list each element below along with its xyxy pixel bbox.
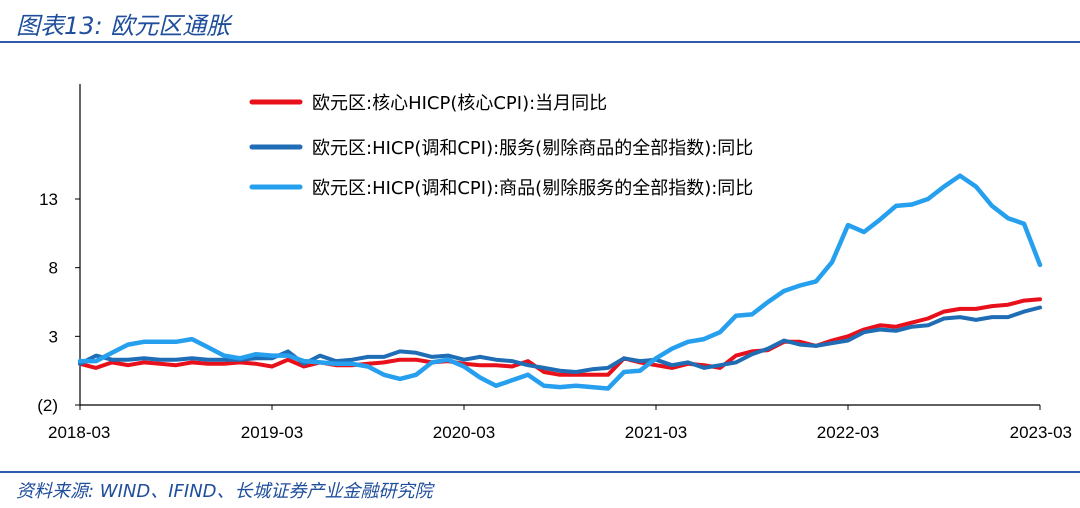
x-tick-label: 2023-03 [1010, 423, 1072, 442]
chart-figure-title: 图表13: 欧元区通胀 [16, 12, 231, 40]
legend-label-1: 欧元区:核心HICP(核心CPI):当月同比 [312, 93, 607, 114]
series-line-1 [78, 297, 1042, 377]
chart-header: 图表13: 欧元区通胀 [0, 0, 1080, 44]
y-tick-label: 8 [49, 259, 58, 278]
y-tick-label: 13 [39, 190, 58, 209]
header-rule [0, 41, 1080, 43]
y-tick-label: 3 [49, 327, 58, 346]
x-tick-label: 2020-03 [433, 423, 495, 442]
source-note: 资料来源: WIND、IFIND、长城证券产业金融研究院 [16, 481, 433, 502]
x-tick-label: 2022-03 [817, 423, 879, 442]
legend-label-2: 欧元区:HICP(调和CPI):服务(剔除商品的全部指数):同比 [312, 138, 753, 159]
x-tick-label: 2019-03 [241, 423, 303, 442]
series-line-3 [77, 173, 1043, 391]
y-tick-label: (2) [37, 396, 58, 415]
footer-rule [0, 471, 1080, 473]
line-chart: (2) 3 8 13 2018-03 2019-03 2020-03 2021-03 2022-… [37, 84, 1072, 442]
legend-label-3: 欧元区:HICP(调和CPI):商品(剔除服务的全部指数):同比 [312, 178, 753, 199]
x-tick-label: 2018-03 [48, 423, 110, 442]
x-tick-label: 2021-03 [625, 423, 687, 442]
